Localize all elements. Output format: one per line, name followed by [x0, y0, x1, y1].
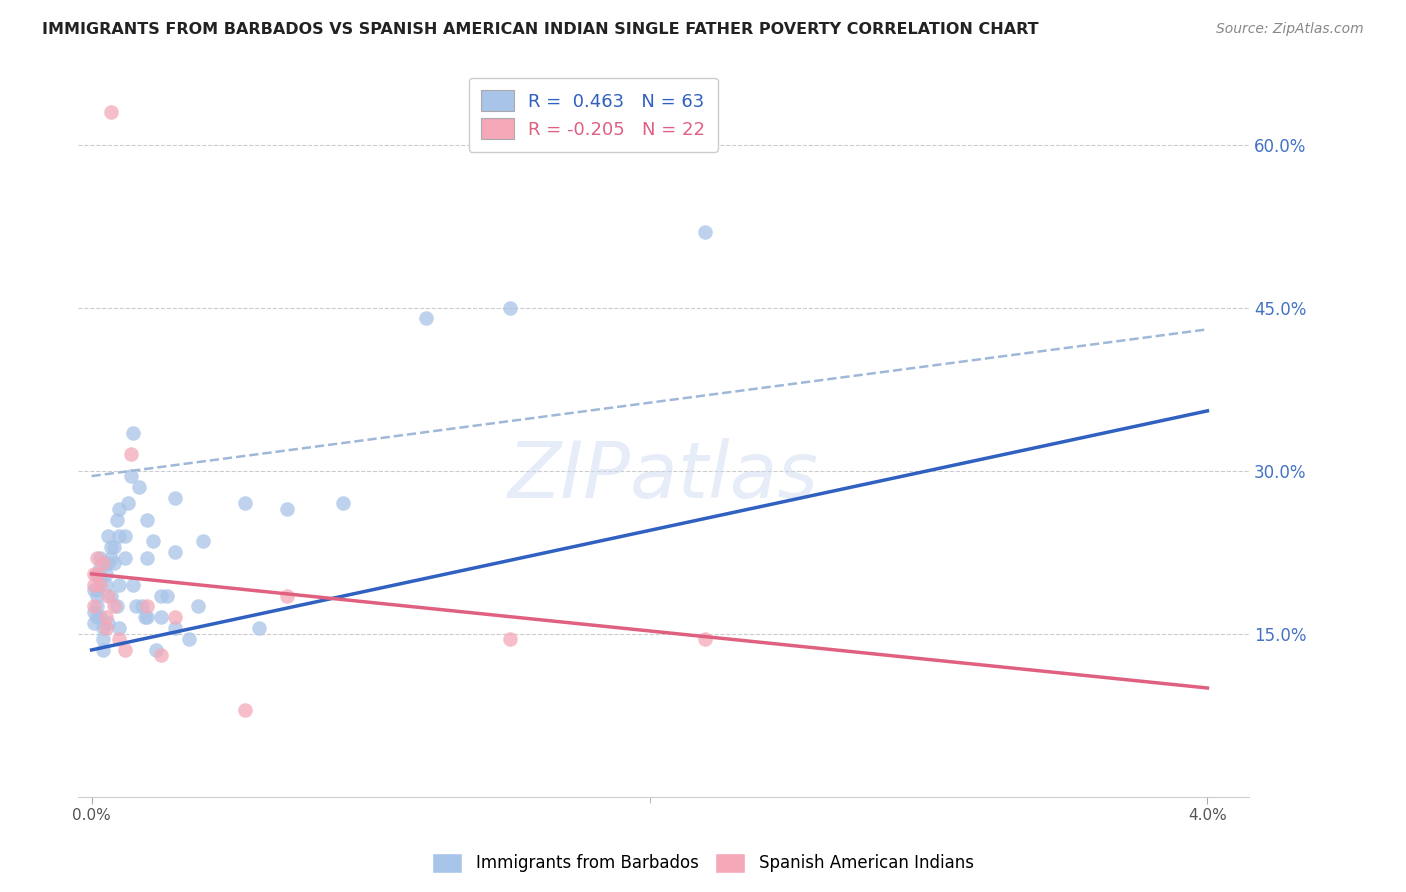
- Point: [276, 501, 298, 516]
- Point: [165, 545, 187, 559]
- Point: [86, 550, 108, 565]
- Point: [134, 610, 156, 624]
- Point: [122, 578, 145, 592]
- Text: ZIPatlas: ZIPatlas: [508, 438, 818, 515]
- Point: [276, 589, 298, 603]
- Point: [89, 561, 111, 575]
- Point: [97, 615, 120, 630]
- Point: [108, 529, 131, 543]
- Point: [100, 105, 122, 120]
- Point: [94, 566, 117, 581]
- Point: [83, 578, 105, 592]
- Point: [97, 589, 120, 603]
- Point: [103, 556, 125, 570]
- Point: [100, 550, 122, 565]
- Point: [108, 578, 131, 592]
- Point: [187, 599, 209, 614]
- Point: [114, 643, 136, 657]
- Point: [150, 648, 173, 663]
- Point: [136, 599, 159, 614]
- Point: [83, 615, 105, 630]
- Point: [150, 589, 173, 603]
- Point: [91, 556, 114, 570]
- Point: [695, 632, 717, 646]
- Point: [94, 610, 117, 624]
- Point: [108, 501, 131, 516]
- Point: [233, 703, 256, 717]
- Point: [83, 566, 105, 581]
- Point: [105, 512, 128, 526]
- Point: [165, 610, 187, 624]
- Point: [89, 578, 111, 592]
- Point: [100, 589, 122, 603]
- Point: [103, 540, 125, 554]
- Point: [94, 556, 117, 570]
- Point: [86, 566, 108, 581]
- Point: [86, 583, 108, 598]
- Point: [136, 610, 159, 624]
- Point: [89, 610, 111, 624]
- Point: [193, 534, 215, 549]
- Point: [156, 589, 179, 603]
- Point: [233, 496, 256, 510]
- Point: [142, 534, 165, 549]
- Point: [91, 621, 114, 635]
- Point: [165, 491, 187, 505]
- Point: [136, 550, 159, 565]
- Point: [120, 447, 142, 461]
- Point: [165, 621, 187, 635]
- Point: [499, 301, 522, 315]
- Point: [86, 566, 108, 581]
- Point: [108, 621, 131, 635]
- Point: [695, 225, 717, 239]
- Point: [415, 311, 437, 326]
- Point: [105, 599, 128, 614]
- Point: [499, 632, 522, 646]
- Point: [83, 583, 105, 598]
- Text: IMMIGRANTS FROM BARBADOS VS SPANISH AMERICAN INDIAN SINGLE FATHER POVERTY CORREL: IMMIGRANTS FROM BARBADOS VS SPANISH AMER…: [42, 22, 1039, 37]
- Point: [89, 572, 111, 586]
- Point: [332, 496, 354, 510]
- Point: [128, 480, 150, 494]
- Legend: R =  0.463   N = 63, R = -0.205   N = 22: R = 0.463 N = 63, R = -0.205 N = 22: [468, 78, 718, 152]
- Point: [114, 529, 136, 543]
- Point: [83, 599, 105, 614]
- Point: [86, 610, 108, 624]
- Point: [120, 469, 142, 483]
- Point: [108, 632, 131, 646]
- Point: [91, 643, 114, 657]
- Point: [114, 550, 136, 565]
- Point: [125, 599, 148, 614]
- Point: [247, 621, 270, 635]
- Point: [145, 643, 167, 657]
- Point: [122, 425, 145, 440]
- Point: [131, 599, 153, 614]
- Point: [117, 496, 139, 510]
- Point: [86, 589, 108, 603]
- Point: [94, 578, 117, 592]
- Legend: Immigrants from Barbados, Spanish American Indians: Immigrants from Barbados, Spanish Americ…: [426, 847, 980, 880]
- Point: [179, 632, 201, 646]
- Point: [100, 540, 122, 554]
- Point: [97, 556, 120, 570]
- Point: [103, 599, 125, 614]
- Text: Source: ZipAtlas.com: Source: ZipAtlas.com: [1216, 22, 1364, 37]
- Point: [83, 605, 105, 619]
- Point: [89, 550, 111, 565]
- Point: [91, 632, 114, 646]
- Point: [150, 610, 173, 624]
- Point: [94, 621, 117, 635]
- Point: [86, 599, 108, 614]
- Point: [136, 512, 159, 526]
- Point: [97, 529, 120, 543]
